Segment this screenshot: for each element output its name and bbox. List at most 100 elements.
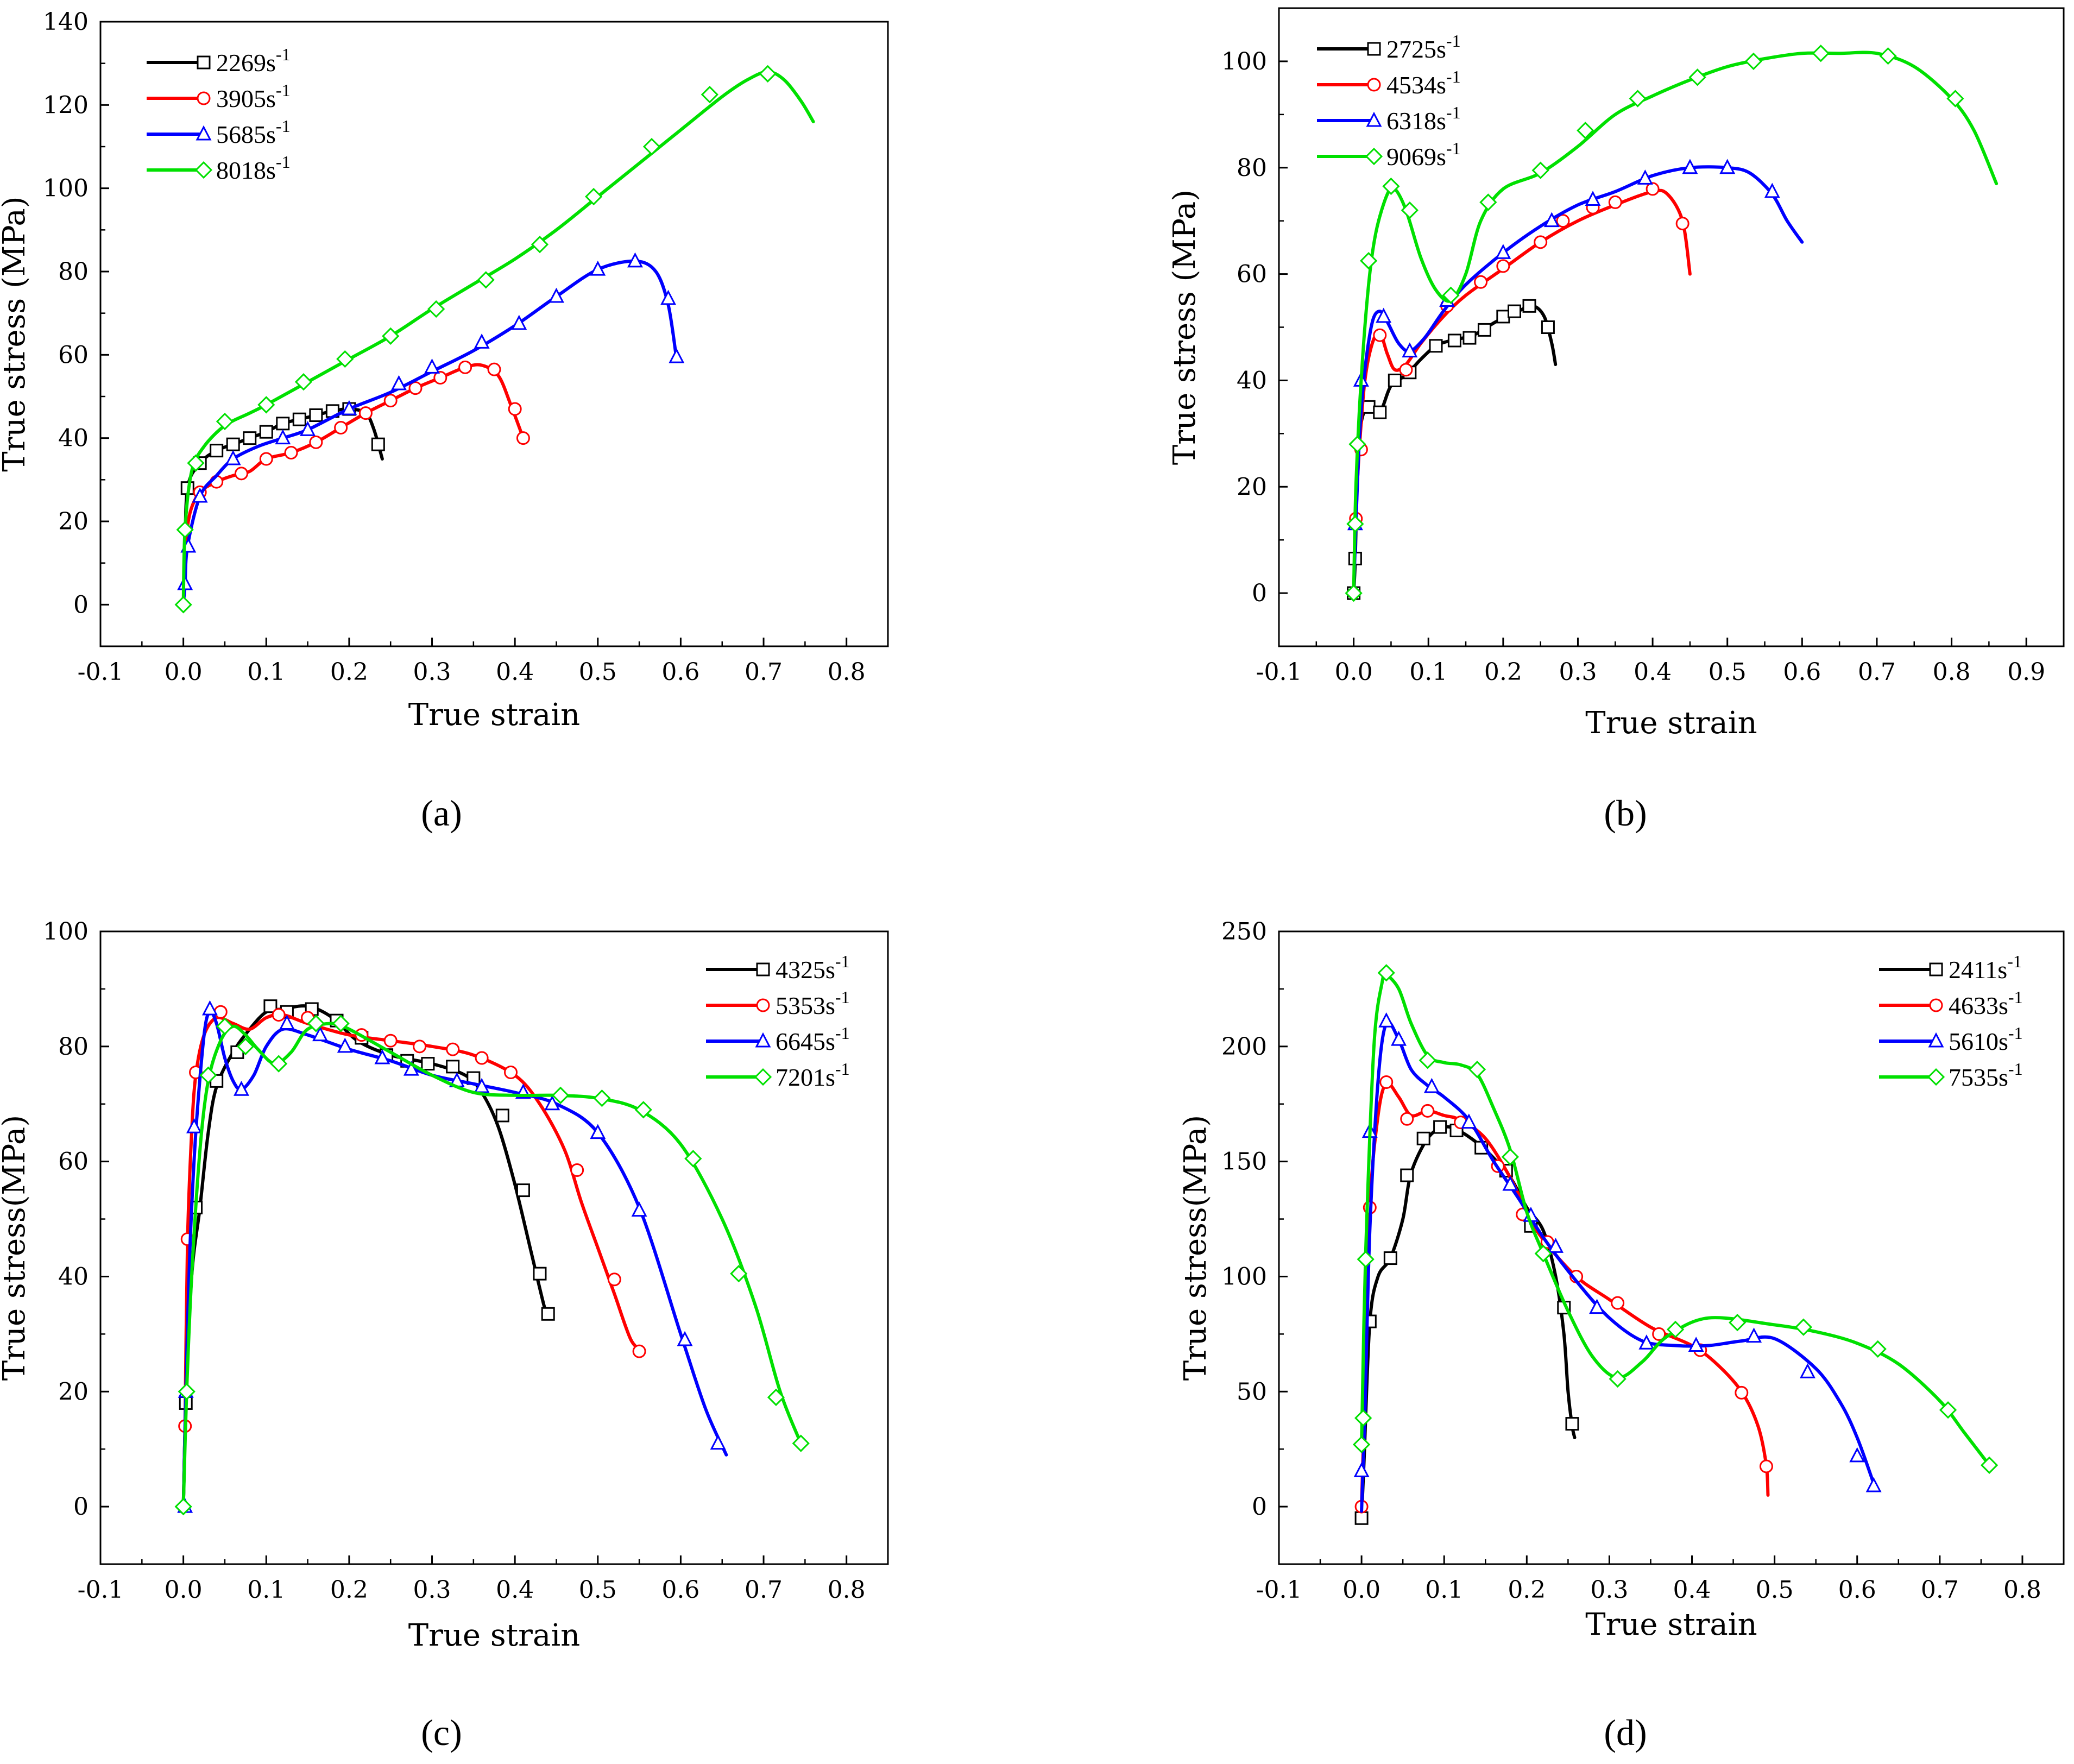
series-7535: [1352, 964, 1999, 1474]
data-point: [300, 421, 316, 436]
data-point: [1759, 1459, 1773, 1473]
legend-rate: 9069s: [1386, 143, 1446, 171]
data-point: [1345, 584, 1363, 602]
legend-rate: 7201s: [776, 1063, 835, 1091]
data-point: [1585, 191, 1601, 206]
data-point: [627, 252, 643, 268]
data-point: [1794, 1318, 1812, 1336]
x-tick-label: 0.1: [247, 658, 285, 686]
data-point: [337, 1037, 353, 1053]
x-tick-label: 0.3: [413, 1576, 451, 1604]
series-7201: [174, 1015, 810, 1516]
data-point: [1383, 1251, 1397, 1265]
series-8018: [174, 65, 815, 614]
series-line: [1360, 1125, 1577, 1520]
y-tick-label: 0: [73, 591, 89, 619]
legend-entry: 7535s-1: [1879, 1059, 2023, 1091]
data-point: [1423, 1078, 1440, 1093]
data-point: [225, 450, 241, 465]
data-point: [1666, 1320, 1685, 1339]
data-point: [336, 350, 354, 368]
y-tick-label: 40: [1237, 367, 1267, 394]
data-point: [541, 1307, 555, 1321]
data-point: [634, 1101, 652, 1119]
legend-marker: [1929, 962, 1943, 976]
data-point: [1652, 1327, 1666, 1341]
legend-exponent: -1: [2008, 1023, 2023, 1043]
data-point: [178, 1383, 196, 1401]
data-point: [516, 1183, 530, 1198]
x-tick-label: 0.7: [745, 1576, 783, 1604]
data-point: [210, 444, 224, 458]
legend-label: 9069s-1: [1386, 138, 1461, 171]
data-point: [1534, 235, 1548, 249]
data-point: [632, 1344, 646, 1358]
legend-marker: [1367, 42, 1381, 56]
series-3905: [181, 360, 530, 607]
legend-label: 4534s-1: [1386, 67, 1461, 99]
data-point: [1400, 1168, 1414, 1182]
data-point: [1495, 244, 1511, 259]
legend-rate: 8018s: [216, 156, 276, 184]
data-point: [1474, 275, 1488, 289]
data-point: [199, 1066, 217, 1084]
x-tick-label: 0.4: [1634, 658, 1672, 686]
legend-entry: 5353s-1: [706, 987, 850, 1019]
legend-entry: 5685s-1: [147, 116, 291, 148]
legend-rate: 5610s: [1949, 1028, 2008, 1055]
data-point: [309, 408, 323, 422]
data-point: [257, 396, 275, 414]
series-line: [1352, 188, 1692, 595]
legend-rate: 5685s: [216, 121, 276, 148]
data-point: [374, 1049, 390, 1064]
series-line: [1352, 304, 1558, 595]
y-tick-label: 200: [1221, 1033, 1267, 1061]
data-point: [1361, 400, 1376, 414]
data-point: [263, 999, 278, 1013]
data-point: [1646, 182, 1660, 196]
legend-label: 5610s-1: [1949, 1023, 2023, 1055]
x-tick-label: 0.6: [661, 1576, 699, 1604]
x-tick-label: 0.0: [1335, 658, 1373, 686]
data-point: [1577, 122, 1594, 140]
series-line: [1352, 51, 1999, 595]
y-tick-label: 60: [58, 1148, 89, 1176]
data-point: [1611, 1296, 1625, 1310]
x-tick-label: 0.5: [1756, 1576, 1794, 1604]
data-point: [187, 454, 205, 472]
x-axis-label: True strain: [408, 697, 581, 733]
y-axis-label: True stress (MPa): [1167, 190, 1202, 465]
data-point: [1402, 342, 1418, 358]
data-point: [176, 521, 194, 539]
data-point: [1360, 251, 1378, 270]
data-point: [1637, 169, 1653, 185]
legend-entry: 2411s-1: [1879, 952, 2022, 984]
data-point: [408, 381, 423, 395]
legend-entry: 2269s-1: [147, 45, 291, 77]
legend-marker: [754, 1068, 772, 1086]
data-point: [174, 596, 192, 614]
y-tick-label: 140: [43, 8, 89, 36]
legend-label: 2269s-1: [216, 45, 291, 77]
data-point: [544, 1095, 560, 1111]
data-point: [1373, 405, 1387, 419]
data-point: [433, 371, 447, 385]
data-point: [216, 412, 234, 431]
x-tick-label: -0.1: [78, 658, 124, 686]
legend-entry: 4633s-1: [1879, 987, 2023, 1019]
y-tick-label: 0: [73, 1493, 89, 1521]
data-point: [474, 1078, 490, 1093]
data-point: [607, 1272, 621, 1287]
data-point: [495, 1108, 509, 1123]
plot-frame: [99, 930, 889, 1565]
y-tick-label: 100: [43, 918, 89, 946]
x-tick-label: -0.1: [1256, 1576, 1302, 1604]
data-point: [1682, 159, 1698, 174]
series-6318: [1347, 159, 1804, 595]
data-point: [504, 1065, 518, 1079]
legend-exponent: -1: [1446, 138, 1461, 158]
legend-exponent: -1: [1446, 31, 1461, 51]
panel-c-chart: -0.1 0.0 0.1 0.2 0.3 0.4 0.5 0.6 0.7 0.8 0 20 40 60 80…: [0, 918, 889, 1653]
